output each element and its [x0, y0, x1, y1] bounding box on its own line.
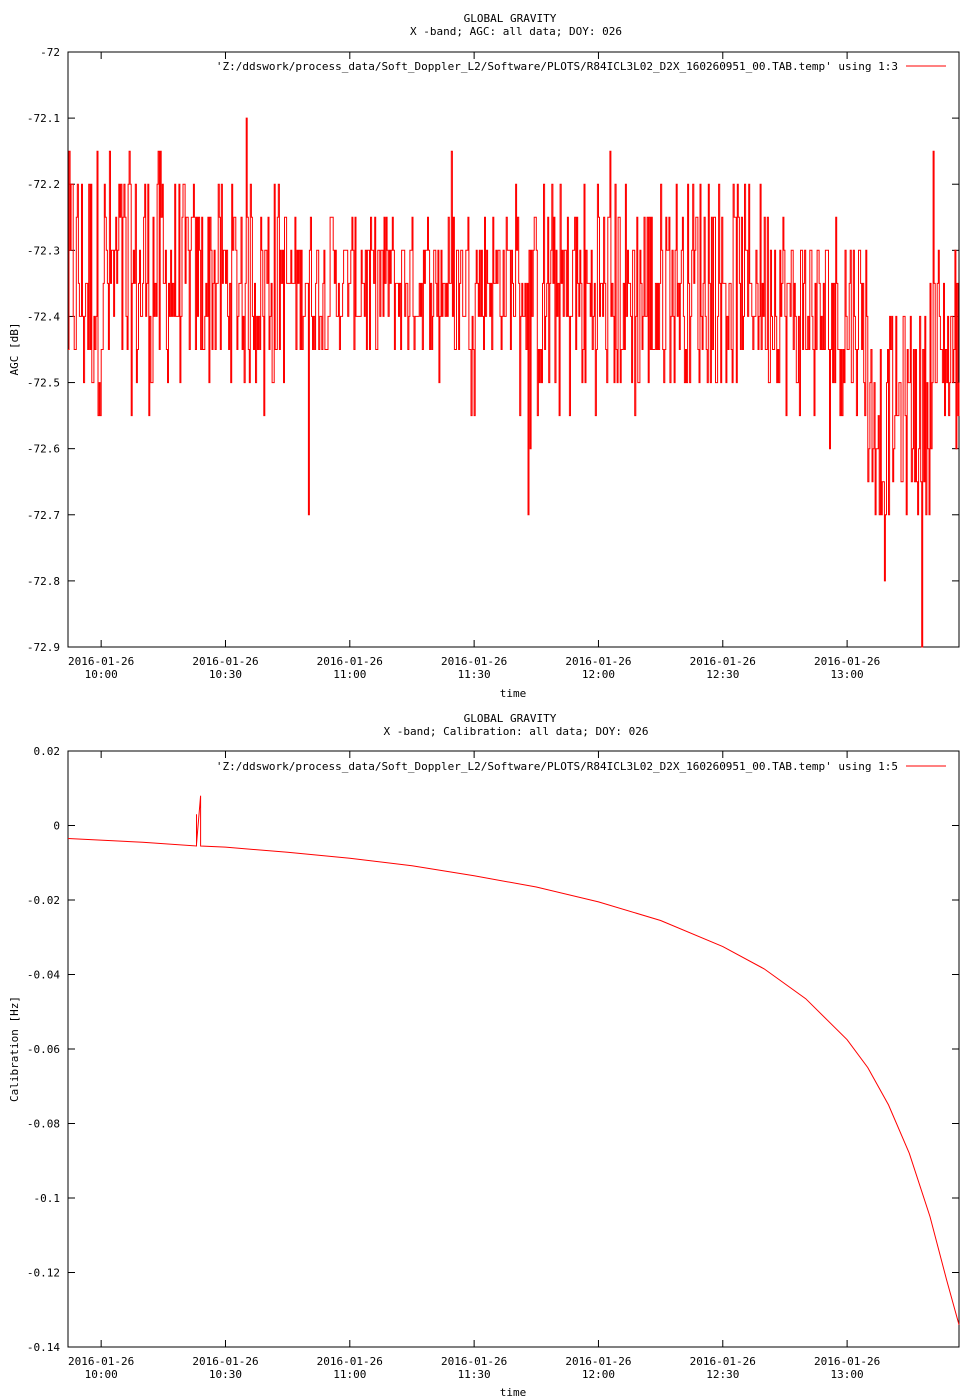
calibration-x-tick-date: 2016-01-26	[565, 1355, 631, 1368]
agc-x-axis: 2016-01-2610:002016-01-2610:302016-01-26…	[68, 52, 880, 681]
calibration-x-tick-time: 12:30	[706, 1368, 739, 1381]
calibration-y-axis-label: Calibration [Hz]	[8, 996, 21, 1102]
calibration-x-tick-time: 12:00	[582, 1368, 615, 1381]
agc-x-tick-date: 2016-01-26	[441, 655, 507, 668]
agc-x-tick-date: 2016-01-26	[565, 655, 631, 668]
calibration-x-tick-time: 10:30	[209, 1368, 242, 1381]
calibration-x-tick-date: 2016-01-26	[690, 1355, 756, 1368]
calibration-x-tick-time: 13:00	[831, 1368, 864, 1381]
agc-y-tick-label: -72	[40, 46, 60, 59]
agc-x-tick-date: 2016-01-26	[192, 655, 258, 668]
agc-x-tick-time: 10:30	[209, 668, 242, 681]
agc-x-axis-label: time	[500, 687, 527, 700]
agc-y-tick-label: -72.7	[27, 509, 60, 522]
agc-series-line	[68, 117, 960, 648]
calibration-x-tick-date: 2016-01-26	[192, 1355, 258, 1368]
agc-y-tick-label: -72.2	[27, 178, 60, 191]
calibration-x-axis: 2016-01-2610:002016-01-2610:302016-01-26…	[68, 751, 880, 1381]
agc-y-tick-label: -72.9	[27, 641, 60, 654]
calibration-x-tick-date: 2016-01-26	[68, 1355, 134, 1368]
agc-subtitle: X -band; AGC: all data; DOY: 026	[410, 25, 622, 38]
agc-y-axis: -72 -72.1 -72.2 -72.3 -72.4 -72.5 -72.6 -72.7 -7…	[27, 46, 959, 654]
calibration-x-tick-date: 2016-01-26	[441, 1355, 507, 1368]
calibration-plot-frame	[67, 750, 960, 1348]
calibration-chart: GLOBAL GRAVITY X -band; Calibration: all…	[8, 712, 960, 1399]
calibration-y-tick-label: -0.14	[27, 1341, 60, 1354]
calibration-title: GLOBAL GRAVITY	[464, 712, 557, 725]
agc-legend-label: 'Z:/ddswork/process_data/Soft_Doppler_L2…	[216, 60, 898, 73]
calibration-y-tick-label: 0	[53, 820, 60, 833]
agc-y-tick-label: -72.4	[27, 310, 60, 323]
calibration-y-tick-label: -0.06	[27, 1043, 60, 1056]
calibration-y-tick-label: -0.08	[27, 1118, 60, 1131]
calibration-y-tick-label: -0.1	[34, 1192, 61, 1205]
agc-x-tick-time: 11:00	[333, 668, 366, 681]
agc-x-tick-time: 13:00	[831, 668, 864, 681]
agc-x-tick-time: 12:00	[582, 668, 615, 681]
calibration-y-axis: 0.02 0 -0.02 -0.04 -0.06 -0.08 -0.1 -0.12 -0.14	[27, 745, 959, 1354]
agc-x-tick-date: 2016-01-26	[68, 655, 134, 668]
agc-y-tick-label: -72.6	[27, 443, 60, 456]
calibration-series-line	[67, 795, 960, 1325]
calibration-y-tick-label: -0.12	[27, 1267, 60, 1280]
agc-x-tick-date: 2016-01-26	[814, 655, 880, 668]
agc-y-axis-label: AGC [dB]	[8, 323, 21, 376]
calibration-x-tick-date: 2016-01-26	[317, 1355, 383, 1368]
calibration-x-tick-time: 11:00	[333, 1368, 366, 1381]
calibration-x-tick-time: 10:00	[85, 1368, 118, 1381]
calibration-y-tick-label: -0.02	[27, 894, 60, 907]
calibration-x-axis-label: time	[500, 1386, 527, 1399]
calibration-x-tick-time: 11:30	[458, 1368, 491, 1381]
agc-y-tick-label: -72.5	[27, 377, 60, 390]
agc-title: GLOBAL GRAVITY	[464, 12, 557, 25]
agc-y-tick-label: -72.8	[27, 575, 60, 588]
agc-x-tick-date: 2016-01-26	[317, 655, 383, 668]
agc-y-tick-label: -72.3	[27, 244, 60, 257]
calibration-y-tick-label: 0.02	[34, 745, 61, 758]
calibration-y-tick-label: -0.04	[27, 969, 60, 982]
agc-chart: GLOBAL GRAVITY X -band; AGC: all data; D…	[8, 12, 960, 700]
agc-x-tick-date: 2016-01-26	[690, 655, 756, 668]
calibration-subtitle: X -band; Calibration: all data; DOY: 026	[384, 725, 649, 738]
agc-y-tick-label: -72.1	[27, 112, 60, 125]
agc-x-tick-time: 12:30	[706, 668, 739, 681]
calibration-x-tick-date: 2016-01-26	[814, 1355, 880, 1368]
calibration-legend-label: 'Z:/ddswork/process_data/Soft_Doppler_L2…	[216, 760, 898, 773]
agc-x-tick-time: 11:30	[458, 668, 491, 681]
agc-x-tick-time: 10:00	[85, 668, 118, 681]
